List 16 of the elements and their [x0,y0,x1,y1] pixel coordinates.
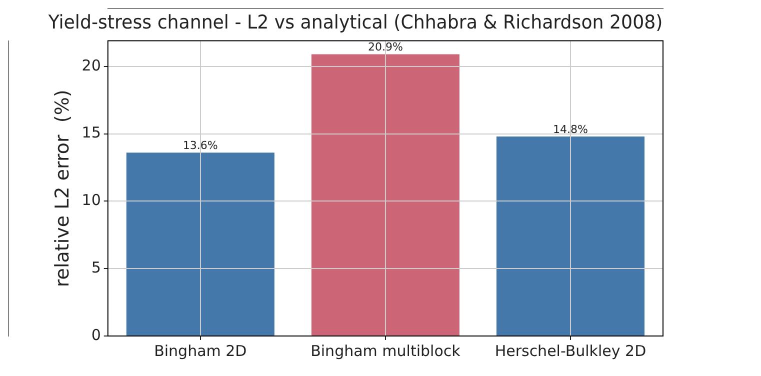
bar [126,152,274,336]
y-tick-label: 0 [91,326,101,344]
y-tick-label: 15 [82,124,101,142]
data-label: 14.8% [553,122,588,136]
chart-title: Yield-stress channel - L2 vs analytical (Chhabra & Richardson 2008) [47,12,663,34]
data-label: 13.6% [182,139,218,152]
y-axis-title: relative L2 error (%) [51,90,74,288]
y-tick-label: 5 [91,258,101,276]
x-tick-label: Bingham multiblock [310,342,461,360]
y-tick-label: 20 [82,56,101,74]
bar [311,54,460,336]
x-tick-label: Herschel-Bulkley 2D [494,342,646,360]
x-tick-label: Bingham 2D [154,342,247,360]
data-label: 20.9% [368,40,403,54]
y-tick-label: 10 [82,191,101,210]
bar [496,136,644,336]
